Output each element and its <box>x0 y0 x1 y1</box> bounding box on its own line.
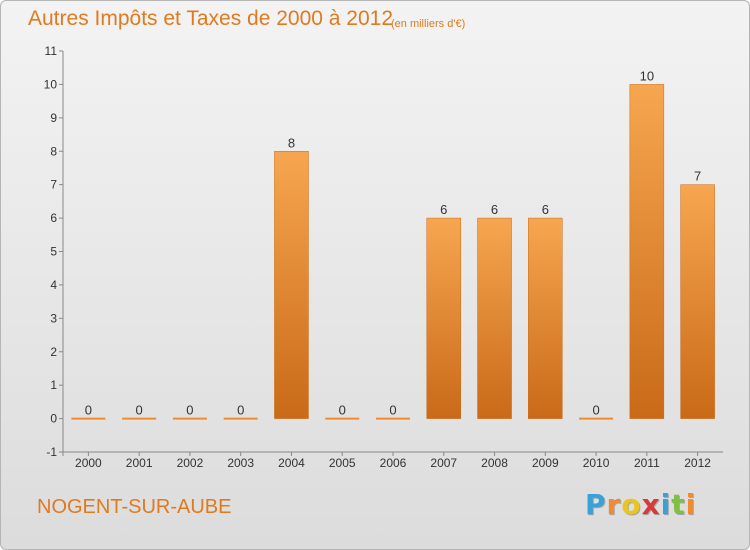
data-label: 6 <box>542 202 549 217</box>
bar <box>680 184 715 419</box>
x-tick-label: 2001 <box>126 456 153 470</box>
bar <box>274 151 309 419</box>
data-label: 0 <box>186 403 193 418</box>
x-tick-label: 2010 <box>583 456 610 470</box>
y-tick-label: 11 <box>45 44 58 58</box>
bar <box>528 217 563 419</box>
data-label: 8 <box>288 135 295 150</box>
y-tick-label: 0 <box>50 412 57 426</box>
y-tick-label: 7 <box>50 178 57 192</box>
data-label: 0 <box>237 403 244 418</box>
axes: -1 0 1 2 3 4 5 6 7 8 9 10 11 <box>44 44 723 459</box>
y-tick-label: 4 <box>50 278 57 292</box>
y-tick-label: 10 <box>44 77 58 91</box>
y-tick-label: 3 <box>50 311 57 325</box>
logo-letter: r <box>606 488 622 521</box>
data-label: 0 <box>389 403 396 418</box>
chart-subtitle: (en milliers d'€) <box>391 18 466 30</box>
logo-letter: i <box>685 488 697 521</box>
x-tick-label: 2009 <box>532 456 559 470</box>
data-label: 10 <box>640 68 654 83</box>
x-tick-label: 2011 <box>634 456 660 470</box>
logo-letter: P <box>585 488 607 521</box>
data-label: 6 <box>440 202 447 217</box>
x-tick-label: 2008 <box>481 456 508 470</box>
bar <box>477 217 512 419</box>
y-tick-label: 9 <box>50 111 57 125</box>
proxiti-logo: Proxiti <box>585 488 696 521</box>
bar <box>426 217 462 419</box>
y-tick-label: 8 <box>50 144 57 158</box>
y-tick-label: 5 <box>50 245 57 259</box>
x-tick-label: 2003 <box>227 456 254 470</box>
labels: 2000 0 2001 0 2002 0 2003 0 2004 8 2005 0 2006 0 2007 6… <box>75 68 711 470</box>
x-tick-label: 2000 <box>75 456 102 470</box>
y-tick-label: 2 <box>50 345 57 359</box>
logo-letter: i <box>660 488 672 521</box>
x-tick-label: 2006 <box>380 456 407 470</box>
bar <box>629 84 665 419</box>
logo-letter: t <box>671 488 686 521</box>
data-label: 0 <box>592 403 599 418</box>
chart-title: Autres Impôts et Taxes de 2000 à 2012 <box>28 7 394 30</box>
x-tick-label: 2012 <box>684 456 711 470</box>
bars <box>71 84 715 420</box>
data-label: 0 <box>136 403 143 418</box>
x-tick-label: 2004 <box>278 456 305 470</box>
logo-letter: o <box>621 488 642 521</box>
x-tick-label: 2002 <box>177 456 204 470</box>
logo-letter: x <box>641 488 661 521</box>
data-label: 7 <box>694 169 701 184</box>
data-label: 6 <box>491 202 498 217</box>
data-label: 0 <box>85 403 92 418</box>
location-name: NOGENT-SUR-AUBE <box>37 496 232 518</box>
y-tick-label: 1 <box>50 378 57 392</box>
x-tick-label: 2005 <box>329 456 356 470</box>
x-tick-label: 2007 <box>430 456 457 470</box>
y-tick-label: 6 <box>50 211 57 225</box>
y-tick-label: -1 <box>46 445 57 459</box>
data-label: 0 <box>339 403 346 418</box>
